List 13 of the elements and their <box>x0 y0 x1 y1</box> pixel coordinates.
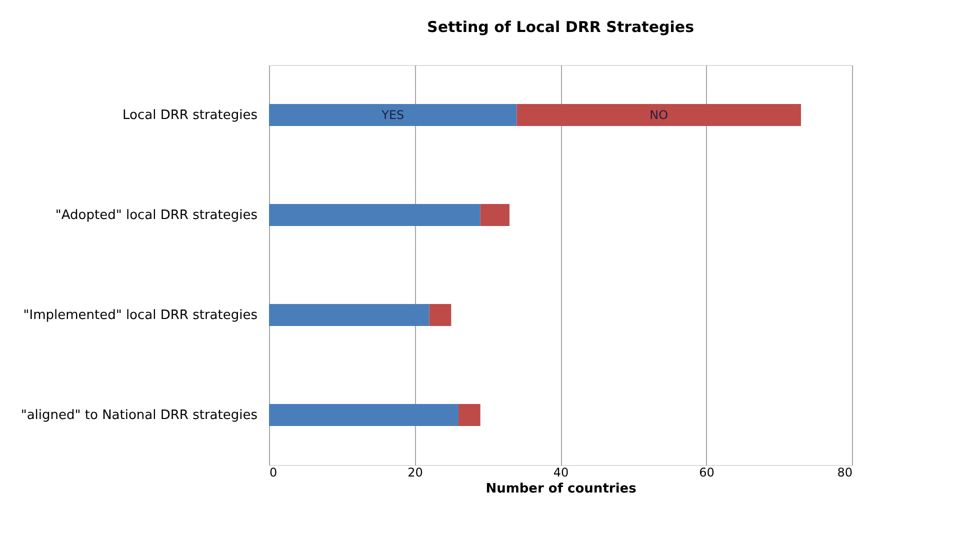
x-tick-label: 40 <box>553 466 569 480</box>
y-tick-label: "Adopted" local DRR strategies <box>55 208 258 223</box>
x-tick-label: 0 <box>270 466 278 480</box>
x-tick-label: 20 <box>408 466 423 480</box>
x-tick-label: 60 <box>699 466 714 480</box>
series-label: NO <box>650 108 668 122</box>
y-tick-label: Local DRR strategies <box>122 108 258 123</box>
x-tick-label: 80 <box>837 466 852 480</box>
chart-title: Setting of Local DRR Strategies <box>427 18 694 36</box>
y-tick-label: "Implemented" local DRR strategies <box>23 308 258 323</box>
series-label: YES <box>380 108 404 122</box>
y-tick-label: "aligned" to National DRR strategies <box>20 408 258 423</box>
x-axis-title: Number of countries <box>486 482 637 496</box>
